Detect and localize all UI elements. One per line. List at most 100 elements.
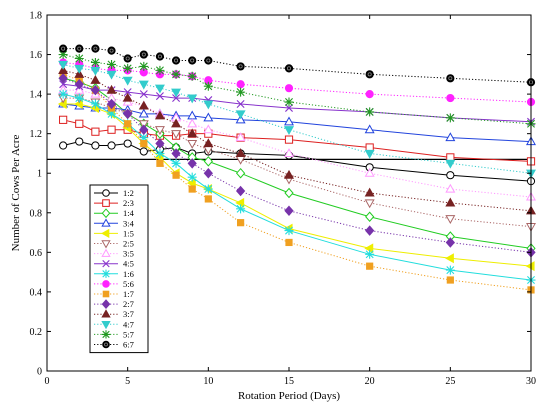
data-point [155,52,165,61]
data-point [106,70,117,80]
data-point [445,197,456,207]
data-point [107,125,116,134]
data-point [101,218,111,227]
legend-label: 1:6 [123,269,134,279]
data-point-ring [109,48,114,53]
legend-item: 1:6 [94,269,134,279]
data-point-ring [93,46,98,51]
data-point [203,100,214,110]
data-point [203,156,213,167]
data-point [124,120,132,128]
data-point [74,93,84,103]
data-point [284,84,294,93]
legend-box [89,184,149,354]
y-tick-label: 0.6 [30,248,43,259]
data-point [139,133,149,143]
x-tick-label: 20 [365,376,375,387]
data-point [365,225,375,236]
legend-label: 2:7 [123,299,134,309]
data-point [365,249,375,259]
data-point [525,261,535,272]
data-point [171,118,182,128]
data-point [236,87,246,97]
data-point [235,132,246,142]
data-point [58,60,69,70]
data-point [101,269,111,278]
data-point [365,107,375,117]
data-point [236,62,245,71]
data-point [285,103,293,112]
data-point [284,148,294,158]
data-point [101,309,111,318]
data-point [446,74,455,83]
data-point [235,197,245,208]
y-tick-label: 1.8 [30,11,43,22]
data-point [187,71,197,81]
legend-label: 3:4 [123,218,135,228]
data-point [204,56,213,65]
data-point [235,167,246,179]
data-point [59,80,68,89]
legend-item: 2:3 [94,198,134,208]
data-point [102,280,110,288]
legend-item: 5:6 [94,279,134,289]
data-point [102,290,110,298]
data-point-ring [238,64,243,69]
data-point-ring [141,52,146,57]
x-tick-label: 30 [526,376,536,387]
data-point [101,208,111,219]
data-point [138,108,149,118]
data-point [446,93,455,103]
data-point [284,126,294,136]
data-point-ring [190,58,195,63]
legend-label: 6:7 [123,340,134,350]
x-tick-label: 0 [45,376,50,387]
data-point [235,110,246,120]
data-point [155,148,165,158]
data-point [90,84,101,96]
data-point [123,54,132,63]
data-point [284,97,294,107]
data-point [171,56,181,65]
data-point [445,132,456,142]
data-point [155,138,165,149]
y-tick-label: 1.6 [30,50,43,61]
data-point [235,148,246,158]
data-point [187,158,197,169]
legend-label: 4:5 [123,259,134,269]
data-point [123,108,133,120]
x-axis-label: Rotation Period (Days) [238,390,340,402]
x-tick-label: 15 [284,376,294,387]
data-point [284,205,294,217]
data-point [154,84,165,94]
series-5-7 [58,50,536,129]
series-line [63,97,532,228]
legend-item: 1:2 [94,188,134,198]
data-point [59,115,68,124]
data-point [122,76,133,86]
data-point [101,330,111,339]
data-point [171,130,182,140]
data-point [139,50,148,59]
data-point [138,80,149,90]
legend-item: 3:5 [94,249,134,259]
data-point [107,46,116,55]
data-point [186,178,196,189]
legend-item: 3:7 [94,309,134,319]
data-point [154,126,165,136]
data-point [107,109,117,119]
data-point [90,99,100,109]
legend: 1:22:31:43:41:52:53:54:51:65:61:72:73:74… [89,184,149,354]
data-point [187,94,198,104]
series-2-7 [58,73,536,258]
data-point [187,118,198,128]
data-point [123,139,132,148]
data-point [102,189,110,197]
data-point [74,54,84,64]
y-tick-label: 1.4 [30,90,43,101]
data-point [107,59,117,69]
data-point [188,56,197,65]
data-point [101,299,111,309]
y-tick-label: 0 [37,367,42,378]
